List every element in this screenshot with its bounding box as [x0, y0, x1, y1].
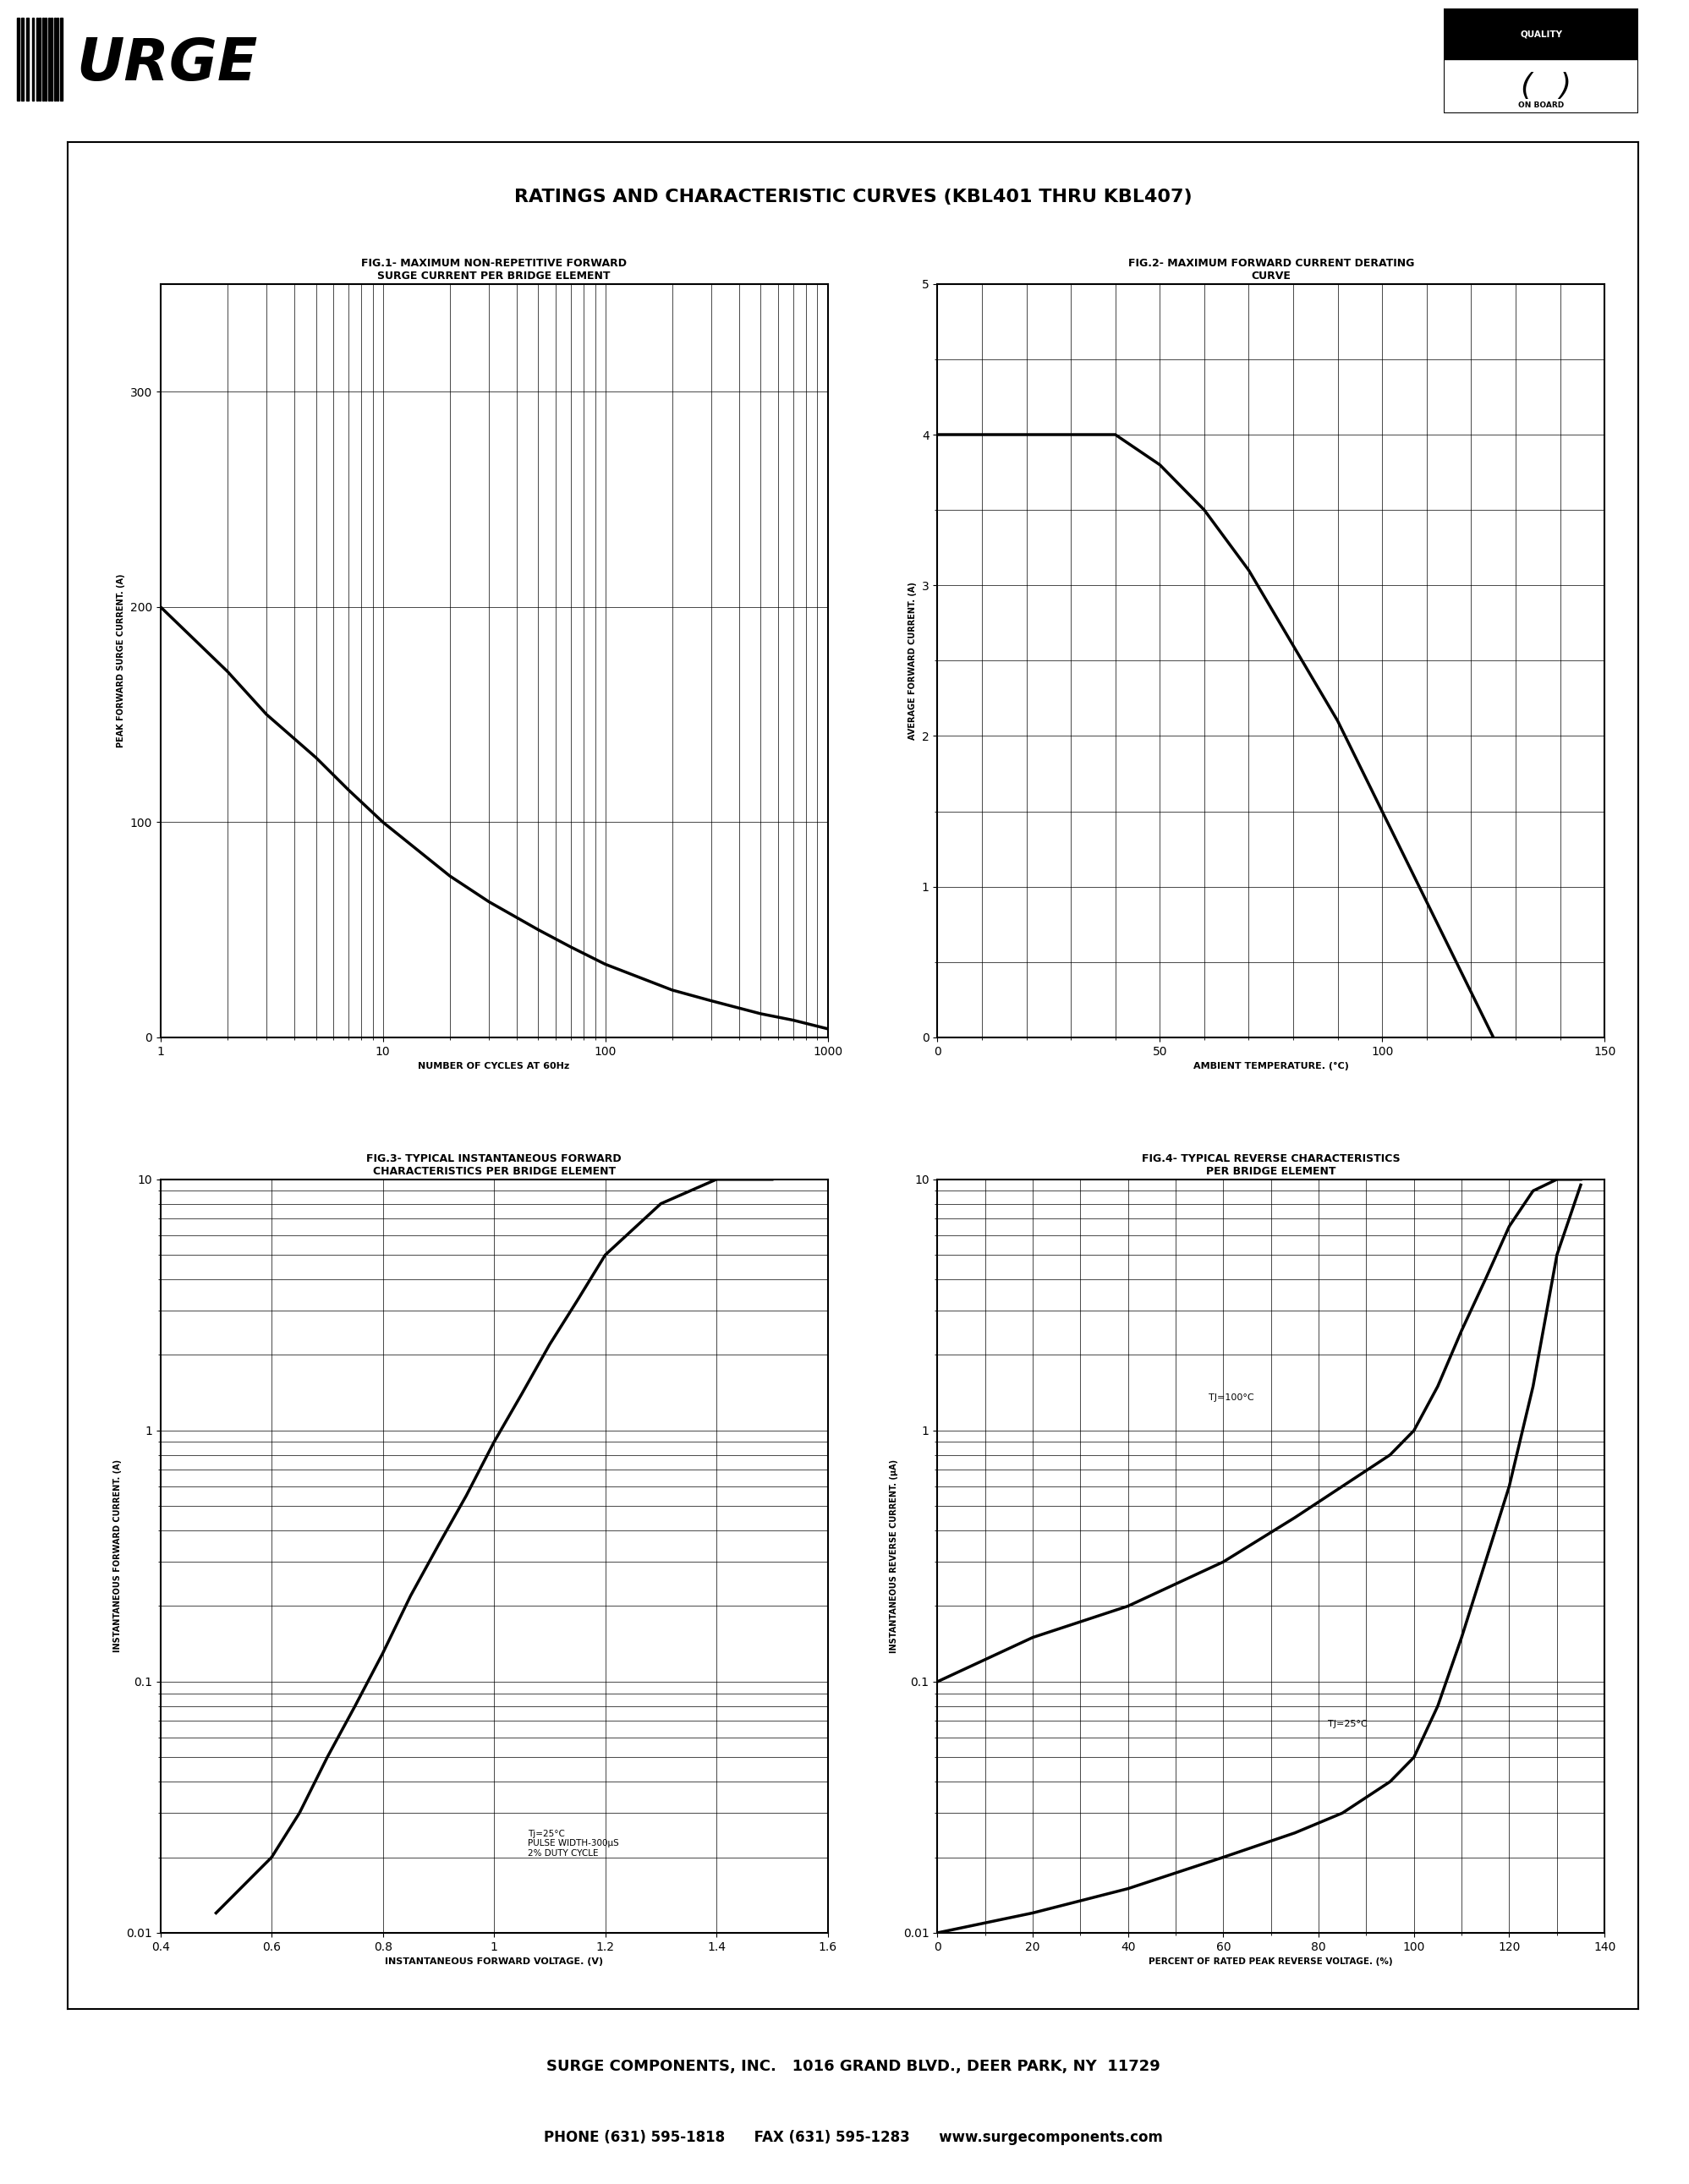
Text: QUALITY: QUALITY: [1520, 31, 1562, 37]
Title: FIG.4- TYPICAL REVERSE CHARACTERISTICS
PER BRIDGE ELEMENT: FIG.4- TYPICAL REVERSE CHARACTERISTICS P…: [1142, 1153, 1400, 1177]
Bar: [61, 17, 62, 100]
Bar: [25, 17, 29, 100]
Bar: [17, 17, 20, 100]
Y-axis label: INSTANTANEOUS FORWARD CURRENT. (A): INSTANTANEOUS FORWARD CURRENT. (A): [113, 1459, 122, 1653]
X-axis label: AMBIENT TEMPERATURE. (°C): AMBIENT TEMPERATURE. (°C): [1192, 1061, 1350, 1070]
Text: ): ): [1559, 72, 1571, 100]
Y-axis label: INSTANTANEOUS REVERSE CURRENT. (μA): INSTANTANEOUS REVERSE CURRENT. (μA): [890, 1459, 899, 1653]
Title: FIG.1- MAXIMUM NON-REPETITIVE FORWARD
SURGE CURRENT PER BRIDGE ELEMENT: FIG.1- MAXIMUM NON-REPETITIVE FORWARD SU…: [361, 258, 627, 282]
Text: (: (: [1520, 72, 1532, 100]
Text: URGE: URGE: [76, 35, 258, 92]
Text: TJ=100°C: TJ=100°C: [1209, 1393, 1255, 1402]
X-axis label: INSTANTANEOUS FORWARD VOLTAGE. (V): INSTANTANEOUS FORWARD VOLTAGE. (V): [385, 1957, 603, 1966]
Bar: [1444, 9, 1638, 59]
Text: ON BOARD: ON BOARD: [1518, 103, 1564, 109]
Title: FIG.2- MAXIMUM FORWARD CURRENT DERATING
CURVE: FIG.2- MAXIMUM FORWARD CURRENT DERATING …: [1128, 258, 1414, 282]
Text: TJ=25°C: TJ=25°C: [1328, 1721, 1368, 1730]
Title: FIG.3- TYPICAL INSTANTANEOUS FORWARD
CHARACTERISTICS PER BRIDGE ELEMENT: FIG.3- TYPICAL INSTANTANEOUS FORWARD CHA…: [367, 1153, 622, 1177]
Text: PHONE (631) 595-1818      FAX (631) 595-1283      www.surgecomponents.com: PHONE (631) 595-1818 FAX (631) 595-1283 …: [544, 2129, 1162, 2145]
Bar: [32, 17, 34, 100]
X-axis label: PERCENT OF RATED PEAK REVERSE VOLTAGE. (%): PERCENT OF RATED PEAK REVERSE VOLTAGE. (…: [1149, 1957, 1393, 1966]
Text: RATINGS AND CHARACTERISTIC CURVES (KBL401 THRU KBL407): RATINGS AND CHARACTERISTIC CURVES (KBL40…: [513, 188, 1192, 205]
Text: SURGE COMPONENTS, INC.   1016 GRAND BLVD., DEER PARK, NY  11729: SURGE COMPONENTS, INC. 1016 GRAND BLVD.,…: [546, 2060, 1160, 2075]
Bar: [22, 17, 24, 100]
Y-axis label: AVERAGE FORWARD CURRENT. (A): AVERAGE FORWARD CURRENT. (A): [909, 581, 917, 740]
X-axis label: NUMBER OF CYCLES AT 60Hz: NUMBER OF CYCLES AT 60Hz: [419, 1061, 569, 1070]
Y-axis label: PEAK FORWARD SURGE CURRENT. (A): PEAK FORWARD SURGE CURRENT. (A): [117, 574, 125, 747]
Text: Tj=25°C
PULSE WIDTH-300μS
2% DUTY CYCLE: Tj=25°C PULSE WIDTH-300μS 2% DUTY CYCLE: [527, 1830, 618, 1856]
